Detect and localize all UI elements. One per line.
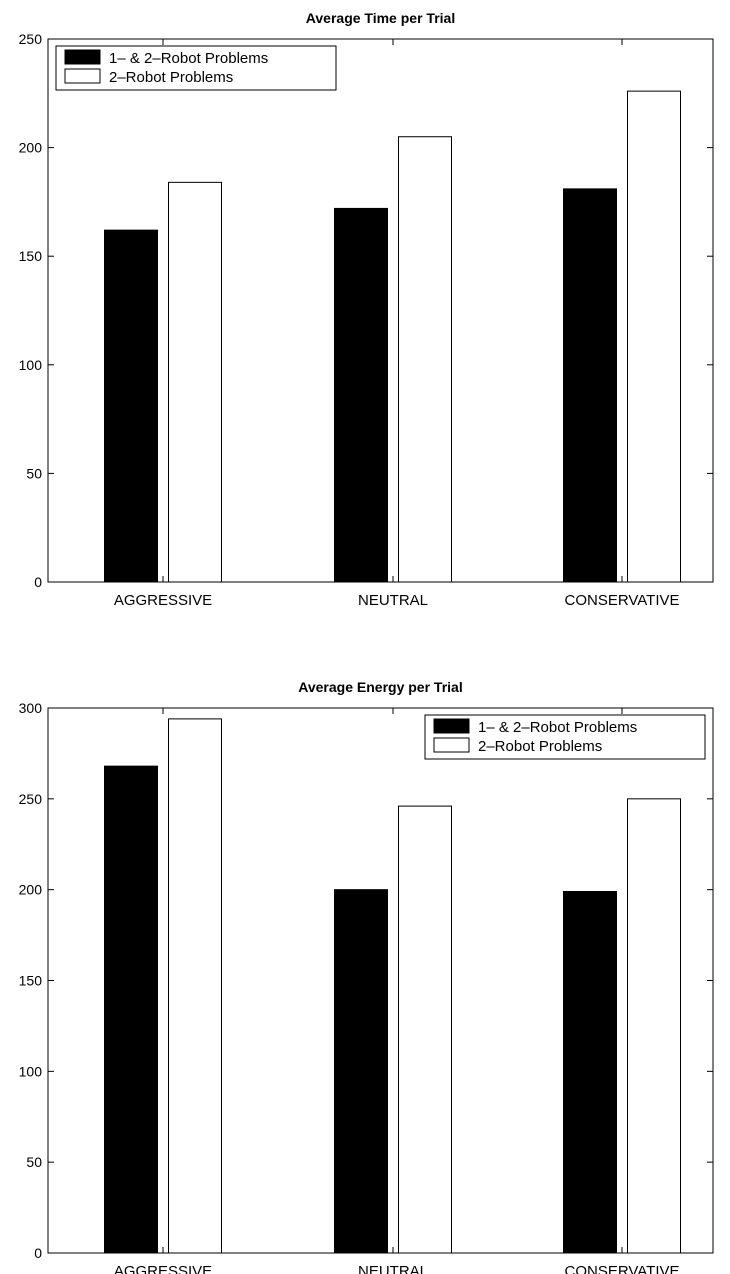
x-category-label: AGGRESSIVE bbox=[114, 592, 212, 609]
legend-label-1: 1– & 2–Robot Problems bbox=[478, 719, 637, 736]
bar-series1-neutral bbox=[334, 207, 388, 583]
y-tick-label: 100 bbox=[19, 1063, 43, 1079]
bar-series1-neutral bbox=[334, 889, 388, 1254]
x-category-label: NEUTRAL bbox=[358, 1263, 428, 1274]
chart-panel-1: Average Time per Trial 0 50 100 150 200 250 AGG… bbox=[19, 10, 714, 609]
legend-label-1: 1– & 2–Robot Problems bbox=[109, 50, 268, 67]
legend-swatch-1 bbox=[433, 718, 470, 734]
bar-series1-conservative bbox=[563, 890, 617, 1254]
chart-title: Average Time per Trial bbox=[306, 10, 455, 26]
y-tick-label: 50 bbox=[26, 465, 42, 481]
x-category-label: AGGRESSIVE bbox=[114, 1263, 212, 1274]
legend-box bbox=[424, 714, 706, 760]
legend: 1– & 2–Robot Problems 2–Robot Problems bbox=[55, 45, 337, 91]
legend-label-2: 2–Robot Problems bbox=[109, 69, 233, 86]
bar-series2-neutral bbox=[398, 136, 452, 583]
legend-swatch-2 bbox=[433, 737, 470, 753]
y-tick-label: 250 bbox=[19, 31, 43, 47]
y-tick-label: 150 bbox=[19, 973, 43, 989]
bar-series1-aggressive bbox=[104, 765, 158, 1254]
y-tick-label: 250 bbox=[19, 791, 43, 807]
y-tick-label: 200 bbox=[19, 140, 43, 156]
chart-title: Average Energy per Trial bbox=[298, 679, 462, 695]
y-tick-label: 300 bbox=[19, 700, 43, 716]
bar-series2-aggressive bbox=[168, 181, 222, 583]
legend-swatch-1 bbox=[64, 49, 101, 65]
x-category-label: NEUTRAL bbox=[358, 592, 428, 609]
legend-label-2: 2–Robot Problems bbox=[478, 738, 602, 755]
legend-box bbox=[55, 45, 337, 91]
axes-frame bbox=[47, 38, 714, 583]
y-tick-label: 100 bbox=[19, 357, 43, 373]
y-tick-label: 150 bbox=[19, 248, 43, 264]
legend: 1– & 2–Robot Problems 2–Robot Problems bbox=[424, 714, 706, 760]
bar-series1-aggressive bbox=[104, 229, 158, 583]
legend-swatch-2 bbox=[64, 68, 101, 84]
x-category-label: CONSERVATIVE bbox=[564, 1263, 679, 1274]
x-category-label: CONSERVATIVE bbox=[564, 592, 679, 609]
y-tick-label: 200 bbox=[19, 882, 43, 898]
bar-series2-conservative bbox=[627, 90, 681, 583]
y-tick-label: 0 bbox=[34, 574, 42, 590]
bar-series2-aggressive bbox=[168, 718, 222, 1254]
y-tick-label: 0 bbox=[34, 1245, 42, 1261]
bar-series2-neutral bbox=[398, 805, 452, 1254]
bar-series1-conservative bbox=[563, 188, 617, 583]
y-tick-label: 50 bbox=[26, 1154, 42, 1170]
chart-panel-2: Average Energy per Trial 0 50 100 150 200 250 3… bbox=[19, 679, 714, 1274]
bar-series2-conservative bbox=[627, 798, 681, 1254]
